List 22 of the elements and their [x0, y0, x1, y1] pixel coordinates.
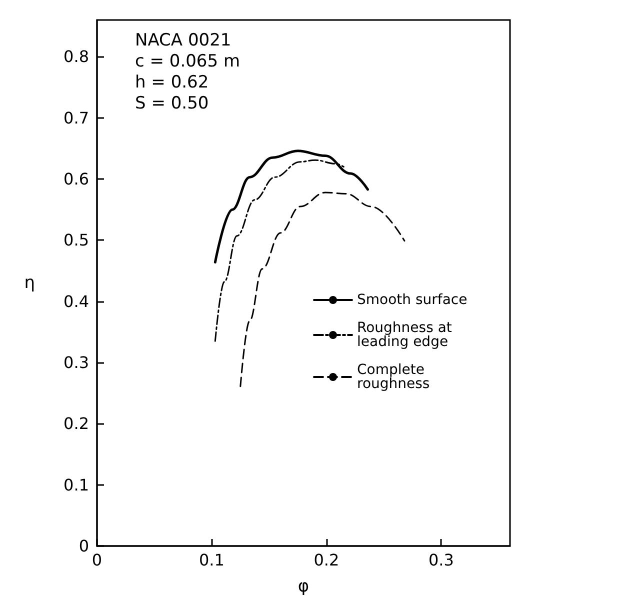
y-tick-label: 0.1	[64, 475, 89, 494]
legend-label: Smooth surface	[357, 292, 468, 308]
annotation: S = 0.50	[135, 94, 209, 114]
y-tick-label: 0.8	[64, 47, 89, 66]
x-axis-title: φ	[298, 576, 310, 596]
y-tick-label: 0	[78, 536, 89, 556]
x-tick-label: 0.2	[314, 550, 340, 570]
annotation: c = 0.065 m	[135, 52, 240, 72]
y-axis-title: η	[24, 273, 35, 293]
annotation: h = 0.62	[135, 72, 209, 92]
annotation: NACA 0021	[135, 30, 232, 50]
y-tick-label: 0.5	[64, 230, 89, 250]
x-tick-label: 0	[92, 550, 102, 570]
y-tick-label: 0.7	[64, 108, 89, 128]
y-tick-label: 0.6	[64, 170, 89, 189]
legend-label: Complete roughness	[357, 362, 430, 392]
legend-label: Roughness at leading edge	[357, 320, 456, 350]
y-tick-label: 0.2	[64, 414, 89, 434]
y-tick-label: 0.3	[64, 353, 89, 372]
x-tick-label: 0.1	[198, 550, 224, 570]
x-tick-label: 0.3	[428, 550, 454, 570]
y-tick-label: 0.4	[64, 292, 89, 311]
